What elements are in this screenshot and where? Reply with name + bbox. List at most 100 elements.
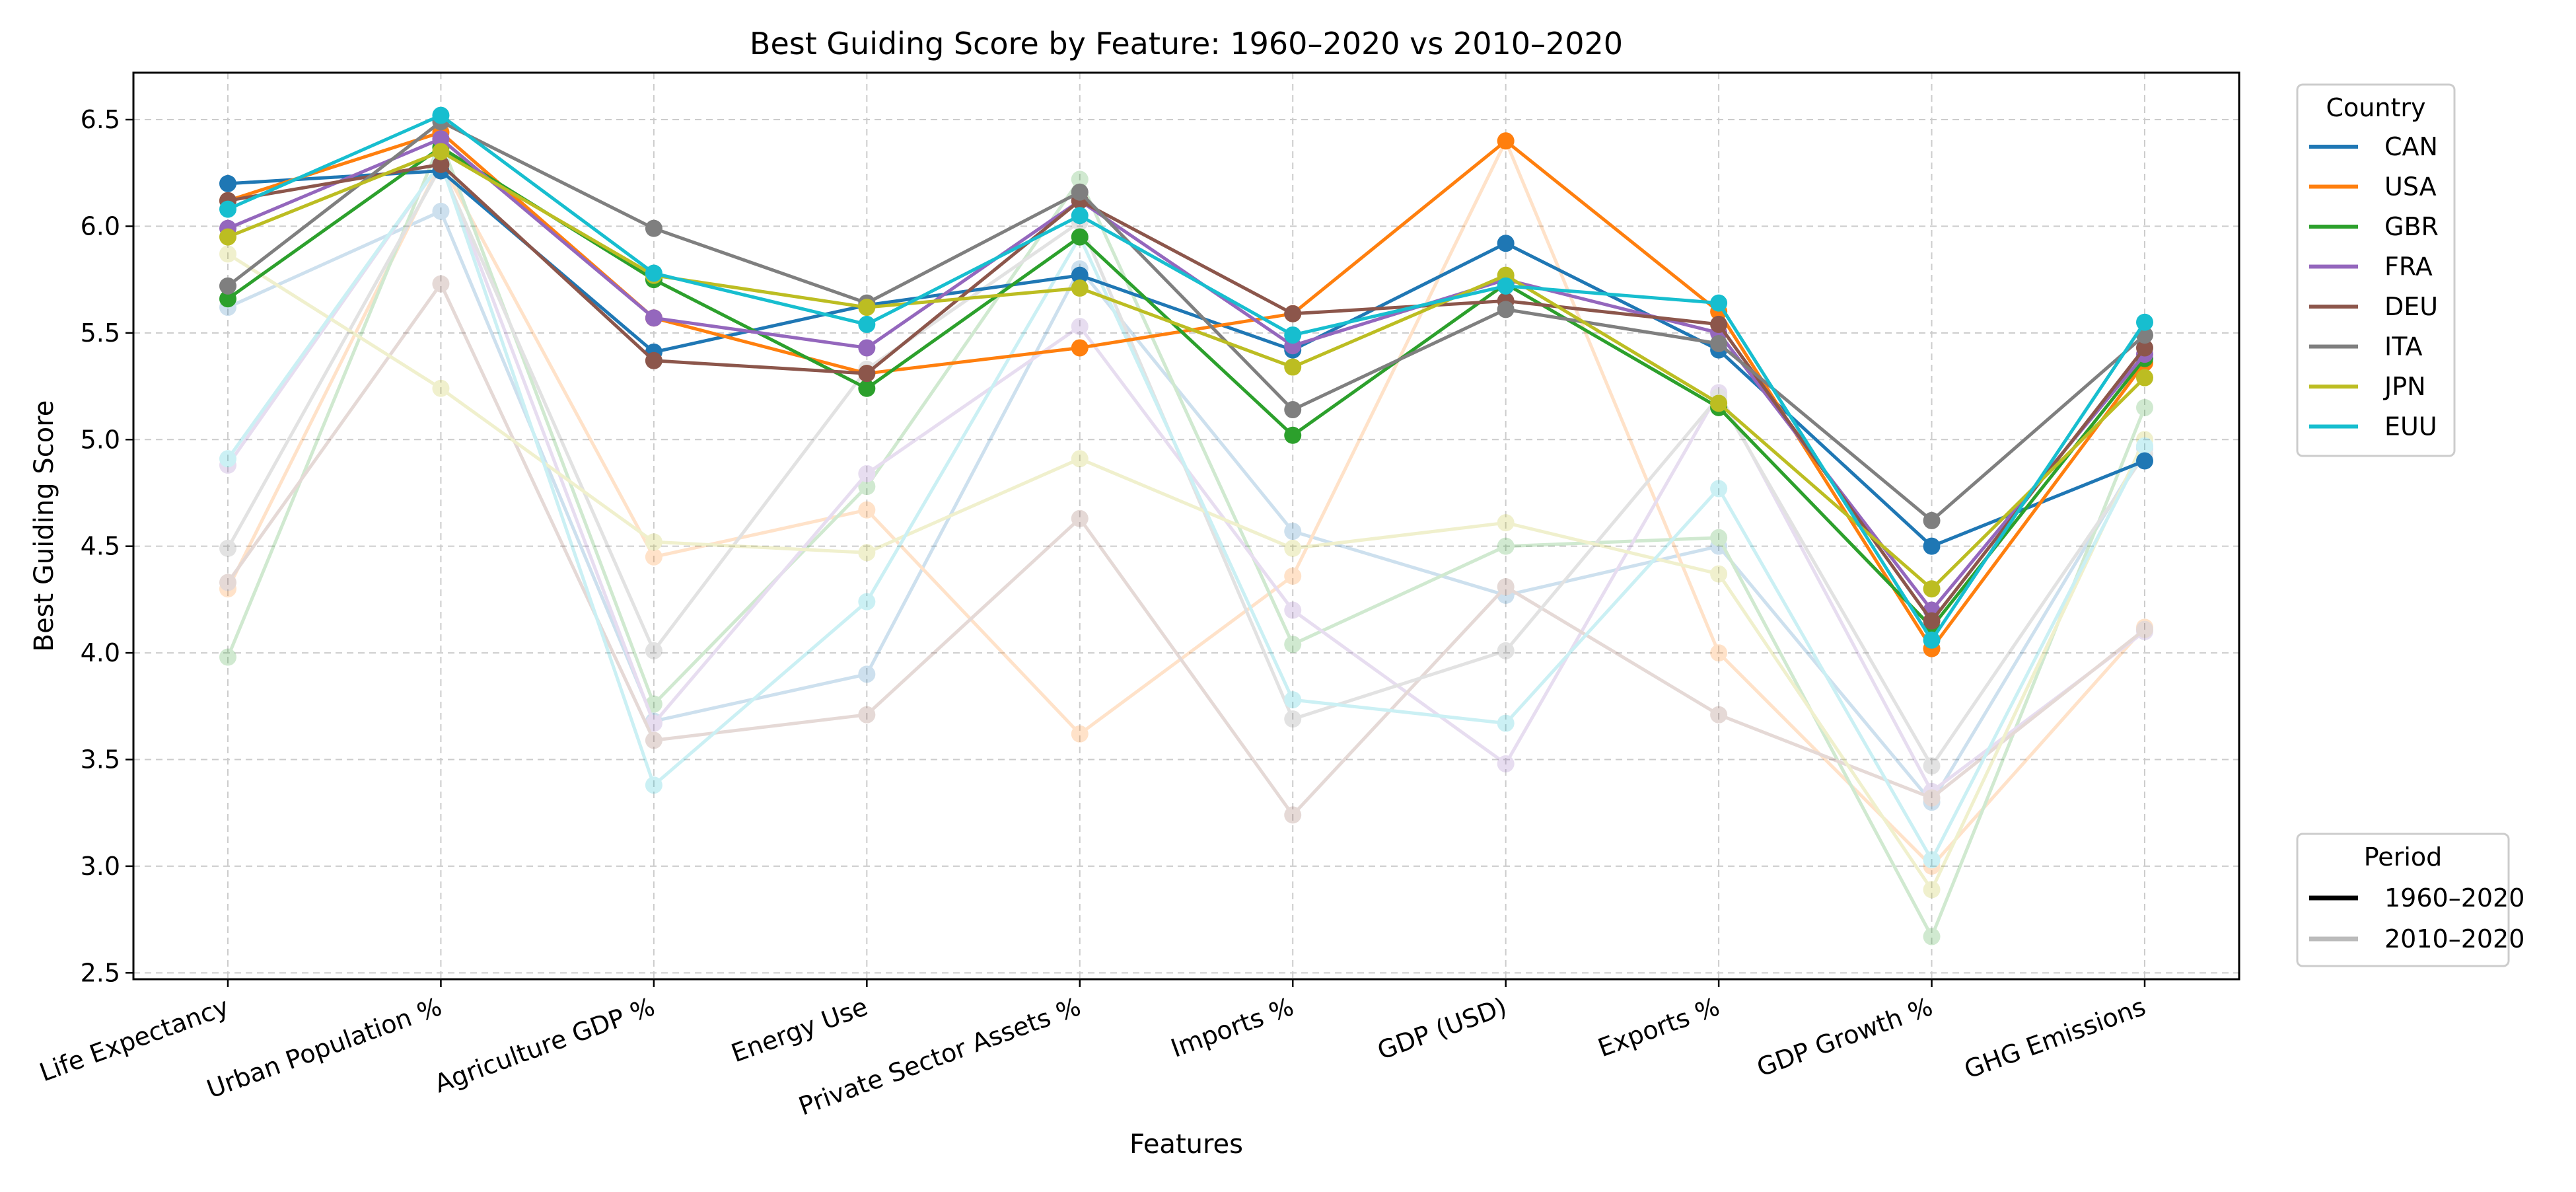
data-point-deu — [1710, 706, 1728, 724]
legend-label-deu: DEU — [2384, 292, 2438, 321]
data-point-jpn — [1923, 580, 1941, 598]
x-tick-label-gdp-growth: GDP Growth % — [1753, 992, 1937, 1082]
plot-area — [133, 73, 2239, 979]
data-point-fra — [2136, 622, 2153, 640]
series-line-fra — [226, 161, 2146, 794]
data-point-deu — [858, 365, 876, 383]
data-point-euu — [1071, 207, 1089, 225]
data-point-gbr — [645, 695, 662, 713]
data-point-deu — [432, 155, 450, 173]
series-line-deu — [226, 282, 2146, 817]
x-tick-label-ghg-emissions: GHG Emissions — [1960, 992, 2149, 1084]
data-point-usa — [1284, 567, 1302, 585]
country-legend: Country CAN USA GBR FRA DEU ITA JPN EUU — [2296, 83, 2456, 457]
y-axis-ticks: 2.5 3.0 3.5 4.0 4.5 5.0 5.5 6.0 6.5 — [81, 105, 133, 987]
data-point-ita — [1497, 642, 1515, 659]
data-point-gbr — [1284, 426, 1302, 444]
data-point-gbr — [1071, 228, 1089, 246]
data-point-gbr — [1284, 636, 1302, 653]
y-tick-label: 6.5 — [81, 105, 120, 134]
y-tick-label: 5.0 — [81, 425, 120, 454]
data-point-euu — [1923, 631, 1941, 649]
data-point-jpn — [432, 379, 450, 397]
data-point-usa — [1923, 857, 1941, 875]
x-tick-label-energy-use: Energy Use — [727, 992, 871, 1068]
data-point-deu — [2136, 620, 2153, 638]
y-tick-label: 5.5 — [81, 318, 120, 348]
y-axis-title: Best Guiding Score — [29, 400, 59, 652]
period-legend-label-1960-2020: 1960–2020 — [2384, 883, 2524, 913]
data-point-euu — [1284, 326, 1302, 344]
chart-title: Best Guiding Score by Feature: 1960–2020… — [750, 26, 1623, 61]
series-jpn-1960-2020 — [219, 143, 2153, 598]
data-point-jpn — [1071, 450, 1089, 468]
data-point-ita — [1284, 401, 1302, 419]
legend-label-can: CAN — [2384, 132, 2438, 161]
period-legend-label-2010-2020: 2010–2020 — [2384, 924, 2524, 953]
series-layer — [219, 106, 2153, 946]
data-point-ita — [645, 642, 662, 659]
data-point-fra — [858, 465, 876, 482]
data-point-gbr — [1710, 529, 1728, 546]
x-tick-label-agriculture-gdp: Agriculture GDP % — [431, 992, 659, 1098]
period-group-2010-2020 — [219, 132, 2153, 946]
data-point-jpn — [645, 533, 662, 551]
data-point-deu — [2136, 339, 2153, 357]
data-point-euu — [1710, 480, 1728, 498]
data-point-euu — [858, 593, 876, 611]
data-point-can — [1923, 537, 1941, 555]
data-point-euu — [645, 264, 662, 282]
data-point-can — [1497, 235, 1515, 252]
legend-label-euu: EUU — [2384, 412, 2437, 441]
data-point-ita — [219, 277, 236, 295]
data-point-jpn — [219, 228, 236, 246]
data-point-fra — [219, 456, 236, 474]
x-tick-label-imports: Imports % — [1167, 992, 1297, 1063]
legend-label-ita: ITA — [2384, 332, 2422, 361]
data-point-can — [1923, 794, 1941, 811]
data-point-euu — [219, 200, 236, 218]
data-point-can — [1497, 586, 1515, 604]
data-point-jpn — [2136, 369, 2153, 387]
data-point-deu — [1284, 806, 1302, 824]
series-line-jpn — [227, 252, 2147, 891]
legend-label-usa: USA — [2384, 172, 2437, 202]
data-point-jpn — [1284, 358, 1302, 376]
data-point-fra — [1071, 318, 1089, 336]
x-axis-title: Features — [1129, 1129, 1243, 1160]
data-point-usa — [645, 548, 662, 566]
series-line-gbr — [226, 139, 2147, 938]
series-euu-2010-2020 — [219, 153, 2153, 869]
series-line-euu — [227, 114, 2147, 642]
data-point-euu — [645, 776, 662, 794]
data-point-jpn — [1284, 539, 1302, 557]
data-point-deu — [645, 352, 662, 369]
data-point-can — [432, 202, 450, 220]
series-deu-2010-2020 — [219, 275, 2153, 824]
period-legend: Period 1960–2020 2010–2020 — [2296, 833, 2524, 967]
data-point-jpn — [1923, 881, 1941, 899]
period-legend-items: 1960–2020 2010–2020 — [2309, 883, 2524, 953]
data-point-ita — [1284, 710, 1302, 728]
data-point-fra — [1923, 782, 1941, 800]
data-point-can — [219, 174, 236, 192]
data-point-euu — [219, 450, 236, 468]
data-point-ita — [1071, 183, 1089, 201]
series-line-usa — [227, 130, 2147, 651]
data-point-deu — [1284, 305, 1302, 322]
data-point-jpn — [858, 299, 876, 317]
legend-label-fra: FRA — [2384, 252, 2433, 281]
data-point-deu — [645, 731, 662, 749]
data-point-euu — [1497, 714, 1515, 732]
data-point-gbr — [858, 379, 876, 397]
data-point-usa — [1710, 644, 1728, 662]
period-legend-box — [2296, 833, 2510, 967]
y-tick-label: 6.0 — [81, 211, 120, 241]
series-euu-1960-2020 — [219, 106, 2153, 649]
data-point-euu — [1497, 277, 1515, 295]
data-point-can — [645, 712, 662, 730]
series-line-usa — [226, 139, 2146, 868]
